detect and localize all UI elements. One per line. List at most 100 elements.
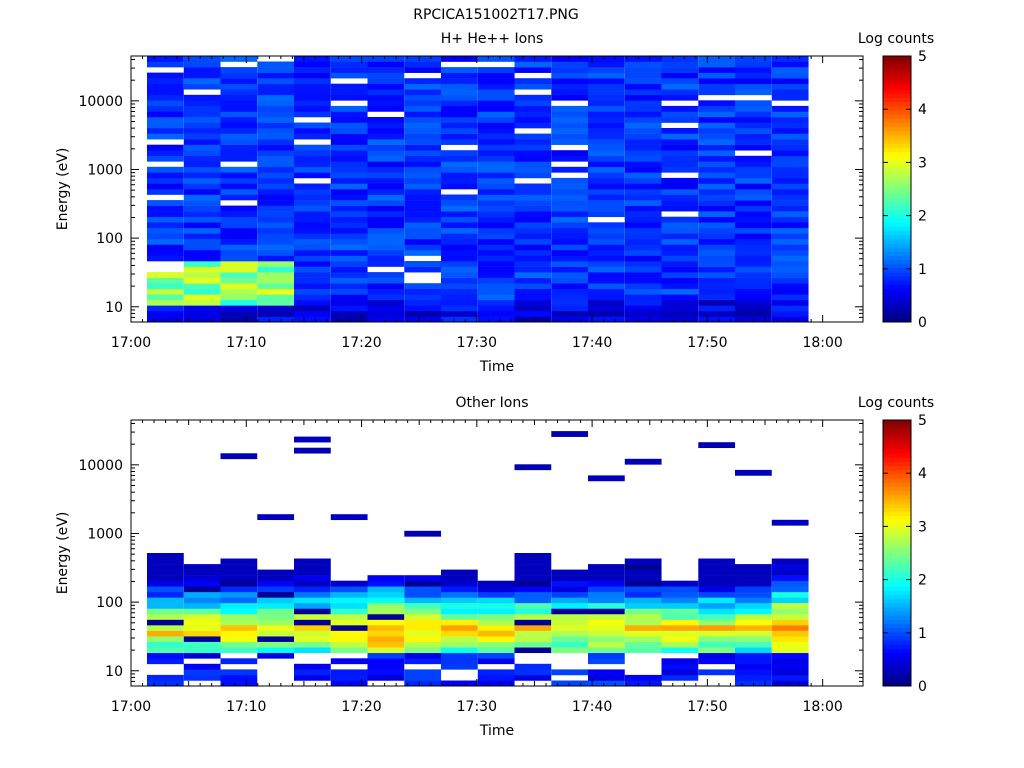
heatmap-cell xyxy=(367,94,405,101)
heatmap-cell xyxy=(294,305,331,312)
x-tick-label: 17:10 xyxy=(226,335,266,351)
heatmap-cell xyxy=(257,94,295,101)
heatmap-cell xyxy=(294,133,331,140)
heatmap-cell xyxy=(404,658,442,665)
heatmap-cell xyxy=(367,625,405,631)
heatmap-cell xyxy=(624,310,662,317)
heatmap-cell xyxy=(220,128,258,134)
heatmap-cell xyxy=(771,139,809,145)
heatmap-cell xyxy=(661,67,699,73)
heatmap-cell xyxy=(771,78,809,85)
heatmap-cell xyxy=(220,619,258,626)
heatmap-cell xyxy=(294,288,331,295)
heatmap-cell xyxy=(257,227,295,234)
heatmap-cell xyxy=(367,189,405,195)
heatmap-cell xyxy=(771,586,809,593)
heatmap-cell xyxy=(367,144,405,151)
heatmap-cell xyxy=(183,155,221,162)
heatmap-cell xyxy=(294,608,331,615)
heatmap-cell xyxy=(404,89,442,96)
heatmap-cell xyxy=(147,72,184,79)
heatmap-cell xyxy=(367,205,405,212)
colorbar-swatch xyxy=(883,420,911,425)
heatmap-cell xyxy=(257,200,295,206)
heatmap-cell xyxy=(624,205,662,212)
page-title: RPCICA151002T17.PNG xyxy=(413,7,578,23)
heatmap-cell xyxy=(771,305,809,312)
heatmap-cell xyxy=(735,299,772,306)
heatmap-cell xyxy=(588,89,625,96)
heatmap-cell xyxy=(441,139,478,145)
heatmap-cell xyxy=(220,83,258,90)
heatmap-cell xyxy=(441,172,478,179)
heatmap-cell xyxy=(367,277,405,284)
heatmap-cell xyxy=(477,266,515,273)
heatmap-cell xyxy=(367,72,405,79)
x-tick-label: 17:30 xyxy=(457,699,497,715)
heatmap-cell xyxy=(404,128,442,134)
colorbar-swatch xyxy=(883,673,911,679)
heatmap-cell xyxy=(588,310,625,317)
heatmap-cell xyxy=(624,133,662,140)
heatmap-cell xyxy=(147,200,184,206)
heatmap-cell xyxy=(147,166,184,173)
heatmap-cell xyxy=(477,117,515,123)
heatmap-cell xyxy=(220,133,258,140)
heatmap-cell xyxy=(735,288,772,295)
heatmap-cell xyxy=(514,294,552,301)
heatmap-cell xyxy=(441,105,478,112)
heatmap-cell xyxy=(514,200,552,206)
heatmap-cell xyxy=(183,233,221,240)
heatmap-cell xyxy=(220,155,258,162)
heatmap-cell xyxy=(514,111,552,118)
heatmap-cell xyxy=(477,166,515,173)
heatmap-cell xyxy=(771,105,809,112)
heatmap-cell xyxy=(367,211,405,218)
heatmap-cell xyxy=(220,72,258,79)
colorbar-frame xyxy=(882,55,912,323)
heatmap-cell xyxy=(735,647,772,654)
heatmap-cell xyxy=(367,128,405,134)
heatmap-cell xyxy=(551,216,589,223)
colorbar-tick-label: 0 xyxy=(918,679,927,695)
heatmap-cell xyxy=(183,94,221,101)
heatmap-cell xyxy=(514,625,552,631)
heatmap-cell xyxy=(588,602,625,609)
heatmap-cell xyxy=(661,244,699,251)
heatmap-cell xyxy=(294,61,331,68)
heatmap-cell xyxy=(257,150,295,157)
heatmap-cell xyxy=(514,172,552,179)
heatmap-cell xyxy=(441,78,478,85)
colorbar-swatch xyxy=(883,665,911,670)
heatmap-cell xyxy=(477,216,515,223)
heatmap-cell xyxy=(330,619,368,626)
heatmap-cell xyxy=(771,89,809,96)
heatmap-cell xyxy=(477,597,515,604)
y-tick-label: 1000 xyxy=(87,526,123,542)
heatmap-cell xyxy=(477,155,515,162)
heatmap-cell xyxy=(441,150,478,157)
colorbar-swatch xyxy=(883,126,911,132)
heatmap-cell xyxy=(588,233,625,240)
heatmap-cell xyxy=(330,56,368,62)
heatmap-cell xyxy=(257,211,295,218)
heatmap-cell xyxy=(294,669,331,676)
heatmap-cell xyxy=(624,674,662,681)
heatmap-cell xyxy=(441,133,478,140)
colorbar-swatch xyxy=(883,582,911,587)
heatmap-cell xyxy=(624,94,662,101)
heatmap-cell xyxy=(477,105,515,112)
heatmap-cell xyxy=(367,261,405,267)
colorbar-swatch xyxy=(883,586,911,591)
heatmap-cell xyxy=(441,608,478,615)
heatmap-cell xyxy=(183,128,221,134)
heatmap-cell xyxy=(661,636,699,642)
heatmap-cell xyxy=(624,78,662,85)
heatmap-cell xyxy=(661,200,699,206)
heatmap-cell xyxy=(367,619,405,626)
colorbar-swatch xyxy=(883,134,911,140)
heatmap-cell xyxy=(624,211,662,218)
heatmap-cell xyxy=(294,72,331,79)
heatmap-cell xyxy=(441,161,478,168)
heatmap-cell xyxy=(294,272,331,278)
